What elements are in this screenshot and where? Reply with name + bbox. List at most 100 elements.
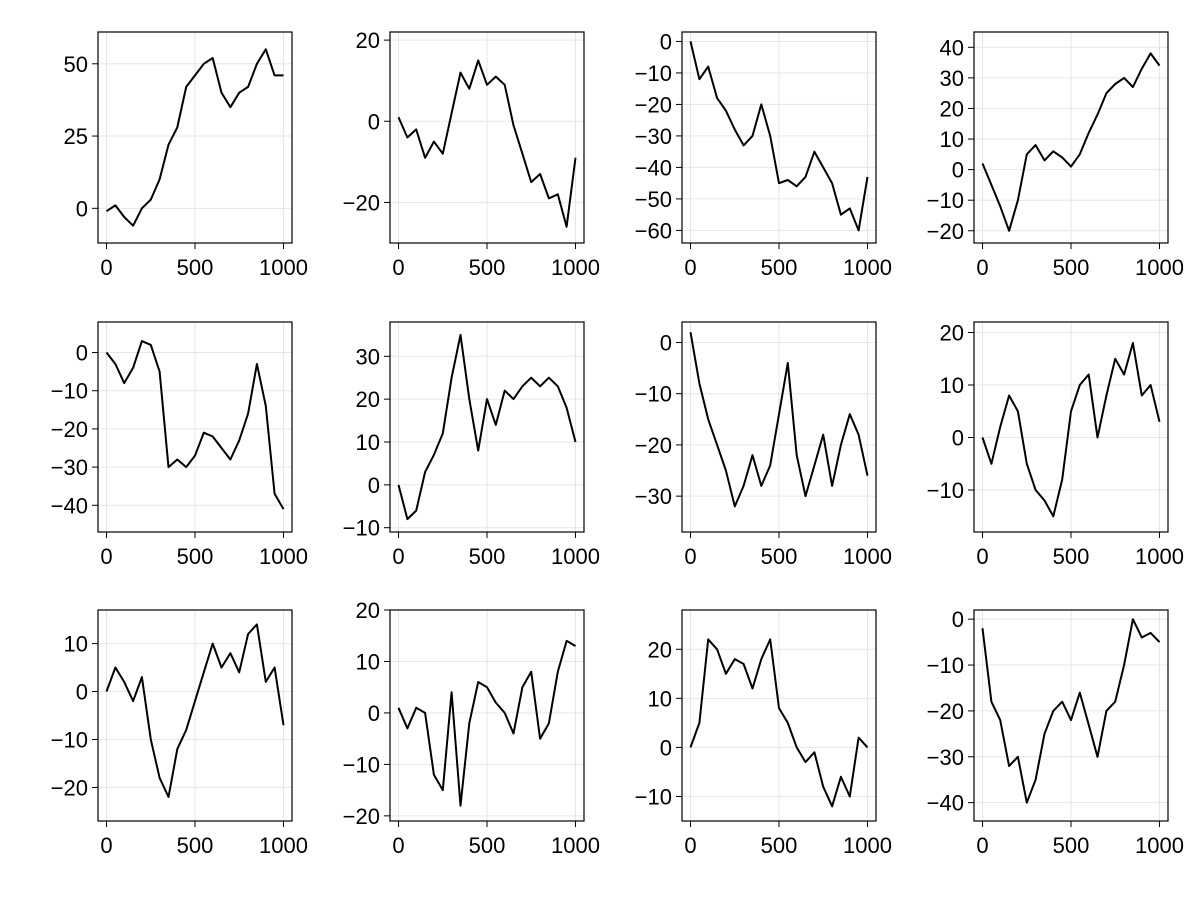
y-tick-label: −30 bbox=[927, 745, 964, 770]
x-tick-label: 0 bbox=[684, 255, 696, 280]
subplot-11: 0 500 1000 −10 0 10 20 bbox=[635, 609, 892, 858]
series-line bbox=[981, 52, 1161, 232]
subplot-9: 0 500 1000 −20 −10 0 10 bbox=[51, 609, 308, 858]
y-tick-label: −20 bbox=[927, 699, 964, 724]
y-tick-label: 0 bbox=[660, 735, 672, 760]
subplot-2: 0 500 1000 −20 0 20 bbox=[343, 28, 600, 280]
y-tick-label: −20 bbox=[343, 804, 380, 829]
y-tick-label: −20 bbox=[927, 219, 964, 244]
y-tick-label: 20 bbox=[648, 637, 672, 662]
series-line bbox=[981, 618, 1161, 804]
subplot-1: 0 500 1000 0 25 50 bbox=[64, 31, 308, 280]
x-tick-label: 500 bbox=[177, 833, 214, 858]
x-tick-label: 500 bbox=[1053, 833, 1090, 858]
x-tick-label: 500 bbox=[177, 255, 214, 280]
x-tick-label: 1000 bbox=[259, 833, 308, 858]
x-tick-label: 1000 bbox=[1135, 833, 1184, 858]
subplot-6: 0 500 1000 −10 0 10 20 30 bbox=[343, 321, 600, 569]
x-tick-label: 0 bbox=[976, 255, 988, 280]
y-tick-label: −60 bbox=[635, 218, 672, 243]
subplot-7: 0 500 1000 0 −10 −20 −30 bbox=[635, 321, 892, 569]
x-tick-label: 0 bbox=[100, 255, 112, 280]
series-line bbox=[689, 41, 869, 232]
y-tick-label: 20 bbox=[940, 96, 964, 121]
x-tick-label: 1000 bbox=[843, 833, 892, 858]
subplot-8: 0 500 1000 −10 0 10 20 bbox=[927, 321, 1184, 570]
y-tick-label: −10 bbox=[343, 516, 380, 541]
y-tick-label: 0 bbox=[952, 426, 964, 451]
y-tick-label: −10 bbox=[51, 379, 88, 404]
y-tick-label: −40 bbox=[635, 155, 672, 180]
y-tick-label: 20 bbox=[356, 387, 380, 412]
x-tick-label: 0 bbox=[684, 544, 696, 569]
y-tick-label: 0 bbox=[76, 341, 88, 366]
y-tick-label: 25 bbox=[64, 124, 88, 149]
series-line bbox=[397, 59, 577, 228]
x-tick-label: 0 bbox=[100, 544, 112, 569]
y-tick-label: 10 bbox=[648, 686, 672, 711]
x-tick-label: 1000 bbox=[551, 255, 600, 280]
x-tick-label: 1000 bbox=[843, 255, 892, 280]
x-tick-label: 1000 bbox=[1135, 255, 1184, 280]
y-tick-label: −10 bbox=[635, 382, 672, 407]
y-tick-label: −30 bbox=[635, 124, 672, 149]
series-line bbox=[105, 623, 285, 798]
y-tick-label: 10 bbox=[356, 649, 380, 674]
y-tick-label: −10 bbox=[927, 653, 964, 678]
x-tick-label: 500 bbox=[1053, 255, 1090, 280]
y-tick-label: 50 bbox=[64, 52, 88, 77]
y-tick-label: −20 bbox=[343, 190, 380, 215]
subplot-4: 0 500 1000 −20 −10 0 10 20 30 40 bbox=[927, 31, 1184, 280]
x-tick-label: 500 bbox=[761, 833, 798, 858]
series-line bbox=[397, 333, 577, 521]
x-tick-label: 1000 bbox=[551, 833, 600, 858]
y-tick-label: 40 bbox=[940, 35, 964, 60]
y-tick-label: 10 bbox=[940, 373, 964, 398]
y-tick-label: 0 bbox=[952, 607, 964, 632]
y-tick-label: 0 bbox=[660, 330, 672, 355]
x-tick-label: 500 bbox=[177, 544, 214, 569]
y-tick-label: −10 bbox=[51, 727, 88, 752]
y-tick-label: 10 bbox=[64, 632, 88, 657]
x-tick-label: 0 bbox=[392, 544, 404, 569]
x-tick-label: 1000 bbox=[551, 544, 600, 569]
y-tick-label: 0 bbox=[368, 473, 380, 498]
y-tick-label: −10 bbox=[635, 784, 672, 809]
y-tick-label: 30 bbox=[940, 66, 964, 91]
x-tick-label: 500 bbox=[1053, 544, 1090, 569]
y-tick-label: −40 bbox=[927, 791, 964, 816]
x-tick-label: 1000 bbox=[843, 544, 892, 569]
y-tick-label: −20 bbox=[51, 417, 88, 442]
y-tick-label: 10 bbox=[940, 127, 964, 152]
y-tick-label: −30 bbox=[51, 455, 88, 480]
series-line bbox=[105, 340, 285, 510]
y-tick-label: −20 bbox=[635, 433, 672, 458]
x-tick-label: 0 bbox=[976, 544, 988, 569]
y-tick-label: 10 bbox=[356, 430, 380, 455]
y-tick-label: −50 bbox=[635, 187, 672, 212]
subplot-12: 0 500 1000 0 −10 −20 −30 −40 bbox=[927, 607, 1184, 858]
y-tick-label: −40 bbox=[51, 493, 88, 518]
x-tick-label: 500 bbox=[469, 833, 506, 858]
subplot-3: 0 500 1000 0 −10 −20 −30 −40 −50 −60 bbox=[635, 29, 892, 280]
series-line bbox=[981, 342, 1161, 518]
y-tick-label: 0 bbox=[368, 109, 380, 134]
series-line bbox=[105, 48, 284, 227]
y-tick-label: 0 bbox=[660, 29, 672, 54]
y-tick-label: −20 bbox=[51, 775, 88, 800]
subplot-10: 0 500 1000 −20 −10 0 10 20 bbox=[343, 598, 600, 858]
x-tick-label: 500 bbox=[469, 255, 506, 280]
x-tick-label: 1000 bbox=[1135, 544, 1184, 569]
x-tick-label: 1000 bbox=[259, 544, 308, 569]
series-line bbox=[397, 639, 576, 807]
x-tick-label: 500 bbox=[761, 255, 798, 280]
subplot-5: 0 500 1000 0 −10 −20 −30 −40 bbox=[51, 321, 308, 569]
y-tick-label: 20 bbox=[940, 321, 964, 346]
y-tick-label: −10 bbox=[343, 752, 380, 777]
x-tick-label: 500 bbox=[761, 544, 798, 569]
y-tick-label: 30 bbox=[356, 344, 380, 369]
x-tick-label: 0 bbox=[976, 833, 988, 858]
y-tick-label: 20 bbox=[356, 598, 380, 623]
y-tick-label: −30 bbox=[635, 484, 672, 509]
